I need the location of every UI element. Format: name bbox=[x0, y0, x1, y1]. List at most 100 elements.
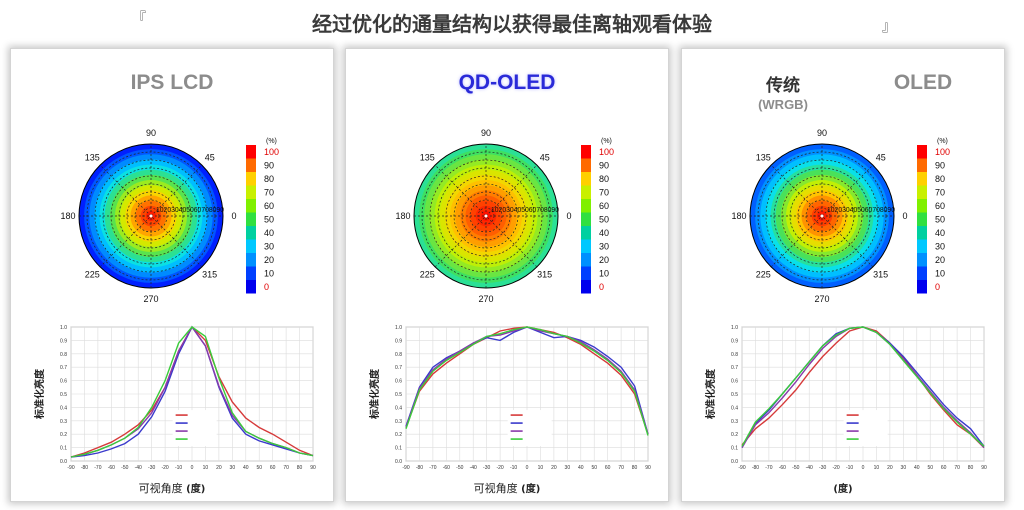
colorbar-swatch bbox=[246, 145, 256, 159]
x-tick-label: -90 bbox=[402, 465, 409, 471]
x-tick-label: 70 bbox=[954, 465, 960, 471]
x-tick-label: 20 bbox=[216, 465, 222, 471]
colorbar-tick-label: 100 bbox=[599, 147, 614, 157]
x-tick-label: -80 bbox=[81, 465, 88, 471]
legend-box bbox=[172, 410, 217, 447]
x-tick-label: -80 bbox=[752, 465, 759, 471]
x-tick-label: -90 bbox=[67, 465, 74, 471]
x-tick-label: -70 bbox=[94, 465, 101, 471]
colorbar-swatch bbox=[581, 185, 591, 199]
y-tick-label: 0.7 bbox=[395, 365, 402, 371]
colorbar-swatch bbox=[581, 226, 591, 240]
polar-angle-label: 45 bbox=[876, 152, 886, 162]
series-line bbox=[741, 326, 985, 447]
polar-angle-label: 315 bbox=[202, 270, 217, 280]
colorbar-swatch bbox=[246, 185, 256, 199]
polar-angle-label: 0 bbox=[902, 211, 907, 221]
y-tick-label: 1.0 bbox=[731, 325, 738, 331]
x-tick-label: 40 bbox=[243, 465, 249, 471]
x-tick-label: 60 bbox=[270, 465, 276, 471]
line-chart-qd: -90 -80 -70 -60 -50 -40 -30 -20 -10 0 10 20 30 40 50 60… bbox=[368, 325, 651, 471]
colorbar-tick-label: 50 bbox=[935, 215, 945, 225]
x-tick-label: 50 bbox=[591, 465, 597, 471]
panel-title-ips: IPS LCD bbox=[130, 71, 214, 94]
x-tick-label: 0 bbox=[191, 465, 194, 471]
y-tick-label: 0.4 bbox=[395, 405, 402, 411]
polar-plot-ips: 90450315270225180135102030405060708090(%… bbox=[60, 128, 279, 304]
x-tick-label: 0 bbox=[526, 465, 529, 471]
polar-angle-label: 270 bbox=[814, 294, 829, 304]
y-tick-label: 0.3 bbox=[60, 419, 67, 425]
y-tick-label: 0.1 bbox=[60, 446, 67, 452]
y-tick-label: 0.2 bbox=[731, 432, 738, 438]
polar-angle-label: 90 bbox=[817, 128, 827, 138]
colorbar-swatch bbox=[581, 145, 591, 159]
colorbar-tick-label: 30 bbox=[599, 242, 609, 252]
colorbar-swatch bbox=[246, 280, 256, 294]
x-tick-label: 90 bbox=[645, 465, 651, 471]
colorbar-tick-label: 50 bbox=[599, 215, 609, 225]
polar-angle-label: 270 bbox=[143, 294, 158, 304]
x-tick-label: -30 bbox=[819, 465, 826, 471]
y-tick-label: 0.8 bbox=[731, 352, 738, 358]
y-tick-label: 0.7 bbox=[731, 365, 738, 371]
polar-angle-label: 180 bbox=[731, 211, 746, 221]
colorbar-tick-label: 10 bbox=[935, 269, 945, 279]
colorbar-swatch bbox=[917, 172, 927, 186]
colorbar-tick-label: 100 bbox=[264, 147, 279, 157]
x-tick-label: -20 bbox=[161, 465, 168, 471]
x-tick-label: -80 bbox=[416, 465, 423, 471]
x-tick-label: 40 bbox=[578, 465, 584, 471]
x-tick-label: -30 bbox=[483, 465, 490, 471]
colorbar-tick-label: 20 bbox=[935, 255, 945, 265]
colorbar-tick-label: 10 bbox=[264, 269, 274, 279]
colorbar-tick-label: 90 bbox=[264, 161, 274, 171]
colorbar-tick-label: 60 bbox=[264, 201, 274, 211]
y-tick-label: 0.1 bbox=[395, 446, 402, 452]
polar-plot-wrgb: 90450315270225180135102030405060708090(%… bbox=[731, 128, 950, 304]
y-tick-label: 0.9 bbox=[60, 338, 67, 344]
y-tick-label: 0.6 bbox=[395, 379, 402, 385]
colorbar-swatch bbox=[581, 253, 591, 267]
colorbar-tick-label: 70 bbox=[599, 188, 609, 198]
polar-center-dot bbox=[820, 214, 824, 218]
x-tick-label: 10 bbox=[874, 465, 880, 471]
x-tick-label: -30 bbox=[148, 465, 155, 471]
x-axis-label-qd: 可视角度 (度) bbox=[346, 480, 668, 496]
polar-ring-labels: 102030405060708090 bbox=[491, 205, 559, 214]
y-axis-label: 标准化亮度 bbox=[368, 368, 381, 420]
colorbar-unit: (%) bbox=[266, 138, 277, 145]
colorbar-tick-label: 100 bbox=[935, 147, 950, 157]
x-tick-label: -10 bbox=[510, 465, 517, 471]
x-tick-label: -10 bbox=[175, 465, 182, 471]
x-tick-label: 70 bbox=[283, 465, 289, 471]
y-tick-label: 0.8 bbox=[395, 352, 402, 358]
x-tick-label: 10 bbox=[538, 465, 544, 471]
polar-center-dot bbox=[484, 214, 488, 218]
x-axis-unit: (度) bbox=[186, 484, 206, 495]
colorbar-tick-label: 80 bbox=[935, 174, 945, 184]
y-tick-label: 0.5 bbox=[60, 392, 67, 398]
colorbar-tick-label: 30 bbox=[264, 242, 274, 252]
y-tick-label: 0.1 bbox=[731, 446, 738, 452]
colorbar-swatch bbox=[246, 253, 256, 267]
x-axis-unit: (度) bbox=[521, 484, 541, 495]
colorbar-swatch bbox=[917, 212, 927, 226]
x-tick-label: -40 bbox=[135, 465, 142, 471]
x-tick-label: 90 bbox=[981, 465, 987, 471]
line-chart-wrgb: -90 -80 -70 -60 -50 -40 -30 -20 -10 0 10 20 30 40 50 60… bbox=[704, 325, 987, 471]
x-tick-label: 80 bbox=[632, 465, 638, 471]
x-tick-label: -40 bbox=[470, 465, 477, 471]
x-axis-label-text: 可视角度 bbox=[138, 482, 183, 495]
x-tick-label: -40 bbox=[806, 465, 813, 471]
y-tick-label: 0.0 bbox=[60, 459, 67, 465]
colorbar-tick-label: 40 bbox=[599, 228, 609, 238]
colorbar-swatch bbox=[246, 158, 256, 172]
colorbar-tick-label: 40 bbox=[935, 228, 945, 238]
bracket-right: 』 bbox=[882, 19, 896, 35]
colorbar-swatch bbox=[246, 212, 256, 226]
colorbar-swatch bbox=[917, 253, 927, 267]
x-axis-label-ips: 可视角度 (度) bbox=[11, 480, 333, 496]
colorbar-tick-label: 90 bbox=[599, 161, 609, 171]
colorbar-tick-label: 30 bbox=[935, 242, 945, 252]
